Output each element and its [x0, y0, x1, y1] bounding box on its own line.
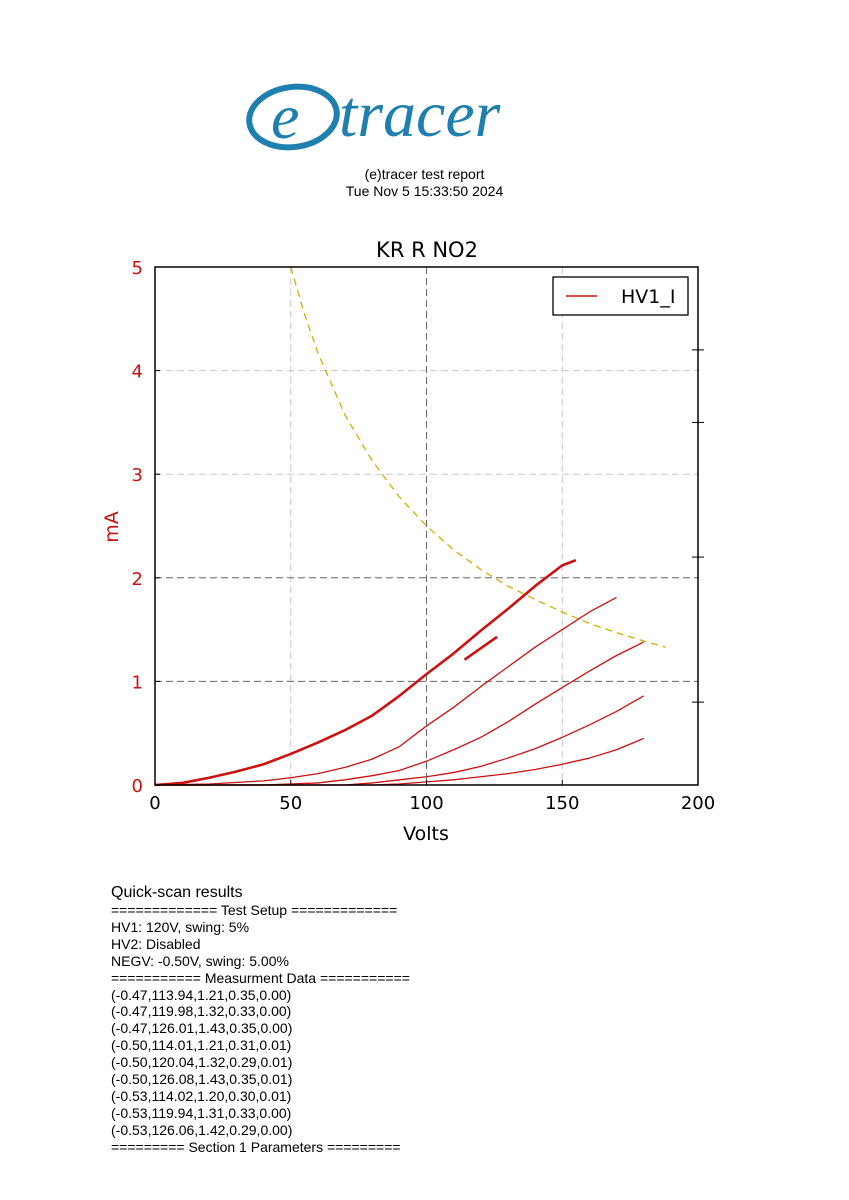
characteristic-curve — [155, 641, 644, 786]
characteristic-curve — [155, 737, 644, 786]
y-tick-label: 4 — [132, 362, 143, 383]
results-line: ============= Test Setup ============= — [111, 902, 398, 918]
y-axis-label: mA — [101, 511, 123, 543]
results-line: (-0.53,119.94,1.31,0.33,0.00) — [111, 1104, 292, 1121]
y-tick-label: 5 — [132, 258, 143, 279]
logo-e: e — [271, 81, 299, 152]
characteristic-curve — [463, 635, 498, 661]
characteristic-curve — [154, 596, 617, 786]
results-line: HV1: 120V, swing: 5% — [111, 918, 250, 935]
characteristic-curve — [155, 695, 645, 786]
results-line: (-0.47,126.01,1.43,0.35,0.00) — [111, 1020, 293, 1037]
results-line: HV2: Disabled — [111, 935, 201, 952]
x-tick-label: 50 — [279, 793, 302, 814]
chart-title: KR R NO2 — [376, 238, 478, 262]
y-tick-label: 0 — [132, 776, 143, 797]
x-tick-label: 100 — [409, 793, 443, 814]
results-line: (-0.50,126.08,1.43,0.35,0.01) — [111, 1071, 293, 1088]
results-line: (-0.50,114.01,1.21,0.31,0.01) — [111, 1037, 292, 1054]
results-lines: ============= Test Setup ============= HV… — [111, 902, 410, 1156]
etracer-logo: e tracer — [246, 78, 501, 152]
logo-tracer: tracer — [339, 78, 501, 151]
x-tick-label: 200 — [681, 793, 715, 814]
results-line: (-0.53,114.02,1.20,0.30,0.01) — [111, 1087, 292, 1104]
y-tick-label: 2 — [132, 569, 143, 590]
quick-scan-results: Quick-scan results ============= Test Se… — [111, 884, 410, 1156]
legend: HV1_I — [552, 276, 689, 316]
power-limit-curve — [290, 266, 666, 648]
y-tick-label: 1 — [132, 672, 143, 693]
report-date: Tue Nov 5 15:33:50 2024 — [345, 183, 504, 199]
results-line: =========== Measurment Data =========== — [111, 969, 410, 986]
report-title: (e)tracer test report — [364, 166, 485, 182]
x-axis-label: Volts — [403, 823, 449, 845]
results-line: NEGV: -0.50V, swing: 5.00% — [111, 952, 289, 969]
legend-label: HV1_I — [621, 286, 675, 308]
results-line: (-0.47,119.98,1.32,0.33,0.00) — [111, 1003, 292, 1020]
chart: KR R NO2 0 50 100 150 200 0 1 2 3 4 5 Volts mA HV1… — [101, 238, 715, 845]
y-tick-label: 3 — [132, 465, 143, 486]
x-tick-label: 150 — [545, 793, 579, 814]
results-line: (-0.50,120.04,1.32,0.29,0.01) — [111, 1054, 293, 1071]
curve-hv1-i — [154, 558, 577, 787]
results-line: (-0.53,126.06,1.42,0.29,0.00) — [111, 1121, 293, 1138]
results-line: ========= Section 1 Parameters ========= — [111, 1138, 401, 1155]
results-line: (-0.47,113.94,1.21,0.35,0.00) — [111, 986, 292, 1003]
results-heading: Quick-scan results — [111, 884, 243, 901]
x-tick-label: 0 — [149, 793, 160, 814]
